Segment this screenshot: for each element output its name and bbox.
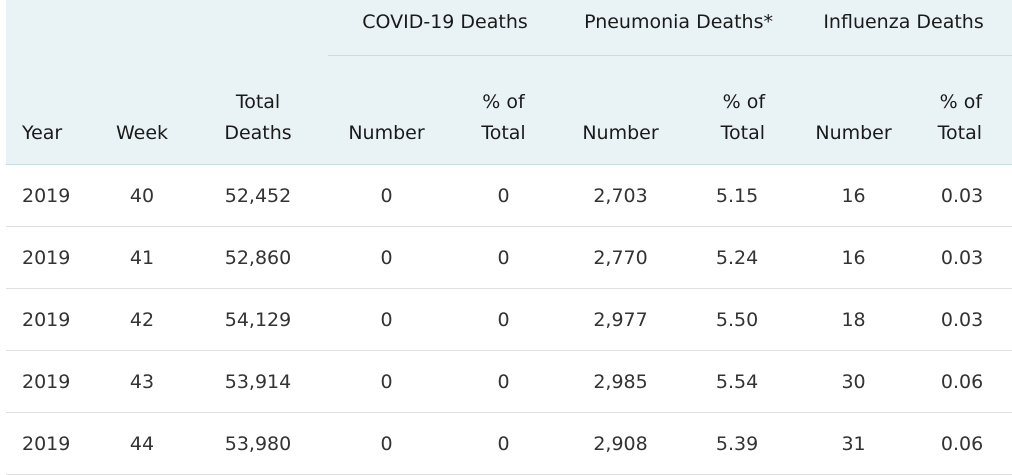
col-header-influenza-pct: % of Total (912, 55, 1012, 165)
table-header: COVID-19 Deaths Pneumonia Deaths* Influe… (6, 0, 1012, 165)
cell-total-deaths: 52,860 (188, 226, 328, 289)
cell-total-deaths: 54,129 (188, 288, 328, 351)
col-header-year: Year (6, 55, 96, 165)
cell-pneumonia-pct: 5.54 (679, 350, 796, 413)
cell-covid-pct: 0 (445, 412, 563, 475)
col-header-influenza-pct-line1: % of (939, 91, 983, 113)
cell-influenza-pct: 0.06 (912, 412, 1012, 475)
cell-total-deaths: 53,980 (188, 412, 328, 475)
cell-year: 2019 (6, 226, 96, 289)
col-header-covid-pct: % of Total (445, 55, 563, 165)
cell-covid-number: 0 (328, 288, 445, 351)
cell-year: 2019 (6, 164, 96, 227)
cell-pneumonia-pct: 5.39 (679, 412, 796, 475)
cell-covid-number: 0 (328, 412, 445, 475)
table-row: 2019 41 52,860 0 0 2,770 5.24 16 0.03 (6, 226, 1012, 289)
cell-influenza-pct: 0.06 (912, 350, 1012, 413)
cell-pneumonia-pct: 5.15 (679, 164, 796, 227)
cell-influenza-pct: 0.03 (912, 226, 1012, 289)
cell-year: 2019 (6, 288, 96, 351)
col-header-total-deaths: Total Deaths (188, 55, 328, 165)
col-header-influenza-pct-line2: Total (937, 122, 983, 144)
cell-week: 44 (96, 412, 188, 475)
cell-covid-pct: 0 (445, 226, 563, 289)
cell-pneumonia-number: 2,985 (562, 350, 680, 413)
cell-week: 43 (96, 350, 188, 413)
col-header-total-deaths-line1: Total (235, 91, 281, 113)
col-header-covid-number: Number (328, 55, 445, 165)
cell-covid-pct: 0 (445, 288, 563, 351)
table-row: 2019 43 53,914 0 0 2,985 5.54 30 0.06 (6, 350, 1012, 413)
cell-influenza-number: 16 (795, 164, 913, 227)
table-body: 2019 40 52,452 0 0 2,703 5.15 16 0.03 20… (6, 164, 1012, 475)
cell-pneumonia-number: 2,703 (562, 164, 680, 227)
col-header-pneumonia-number: Number (562, 55, 680, 165)
table-row: 2019 40 52,452 0 0 2,703 5.15 16 0.03 (6, 164, 1012, 227)
col-header-pneumonia-pct-line2: Total (720, 122, 766, 144)
cell-pneumonia-pct: 5.24 (679, 226, 796, 289)
cell-influenza-number: 16 (795, 226, 913, 289)
group-header-pneumonia: Pneumonia Deaths* (562, 0, 796, 56)
col-header-pneumonia-pct: % of Total (679, 55, 796, 165)
table-row: 2019 42 54,129 0 0 2,977 5.50 18 0.03 (6, 288, 1012, 351)
cell-year: 2019 (6, 412, 96, 475)
cell-total-deaths: 52,452 (188, 164, 328, 227)
cell-covid-number: 0 (328, 350, 445, 413)
header-group-row: COVID-19 Deaths Pneumonia Deaths* Influe… (6, 0, 1012, 56)
col-header-pneumonia-pct-line1: % of (722, 91, 766, 113)
col-header-covid-pct-line1: % of (482, 91, 525, 113)
mortality-table: COVID-19 Deaths Pneumonia Deaths* Influe… (6, 0, 1012, 475)
cell-influenza-pct: 0.03 (912, 164, 1012, 227)
cell-covid-pct: 0 (445, 164, 563, 227)
cell-influenza-number: 31 (795, 412, 913, 475)
cell-year: 2019 (6, 350, 96, 413)
col-header-total-deaths-line2: Deaths (224, 122, 292, 144)
group-header-covid: COVID-19 Deaths (328, 0, 563, 56)
col-header-covid-pct-line2: Total (481, 122, 526, 144)
cell-influenza-number: 18 (795, 288, 913, 351)
cell-influenza-pct: 0.03 (912, 288, 1012, 351)
header-spacer (6, 0, 328, 56)
group-header-influenza: Influenza Deaths (795, 0, 1012, 56)
col-header-influenza-number: Number (795, 55, 913, 165)
cell-covid-pct: 0 (445, 350, 563, 413)
header-column-row: Year Week Total Deaths Number % of Total… (6, 55, 1012, 165)
cell-pneumonia-number: 2,908 (562, 412, 680, 475)
cell-pneumonia-number: 2,977 (562, 288, 680, 351)
cell-pneumonia-pct: 5.50 (679, 288, 796, 351)
cell-week: 41 (96, 226, 188, 289)
cell-influenza-number: 30 (795, 350, 913, 413)
table-row: 2019 44 53,980 0 0 2,908 5.39 31 0.06 (6, 412, 1012, 475)
cell-covid-number: 0 (328, 226, 445, 289)
cell-total-deaths: 53,914 (188, 350, 328, 413)
cell-pneumonia-number: 2,770 (562, 226, 680, 289)
cell-week: 42 (96, 288, 188, 351)
cell-week: 40 (96, 164, 188, 227)
mortality-table-container: COVID-19 Deaths Pneumonia Deaths* Influe… (6, 0, 1012, 475)
cell-covid-number: 0 (328, 164, 445, 227)
col-header-week: Week (96, 55, 188, 165)
